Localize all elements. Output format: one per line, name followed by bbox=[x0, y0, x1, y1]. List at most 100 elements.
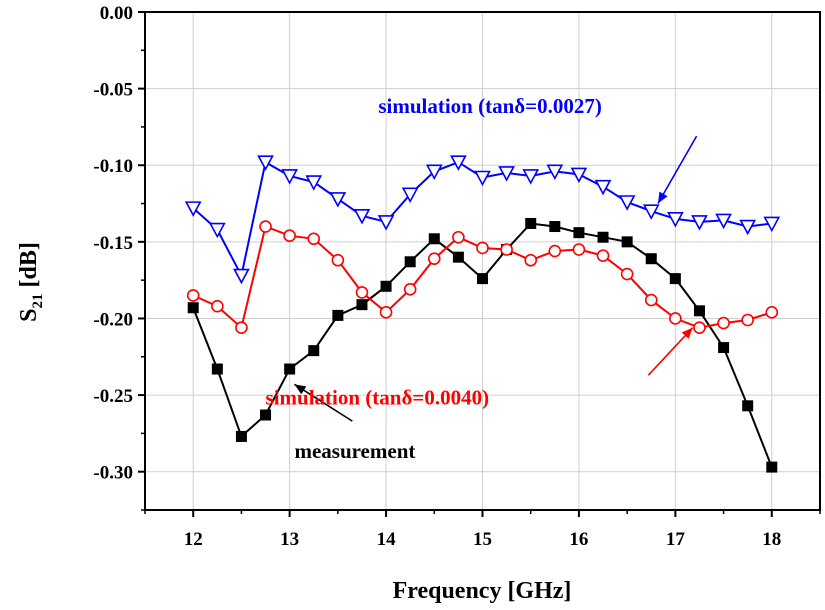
annotation-arrow-line bbox=[657, 135, 698, 204]
x-tick-label: 14 bbox=[377, 529, 397, 550]
data-point bbox=[257, 155, 274, 171]
data-point bbox=[669, 273, 681, 285]
data-point bbox=[380, 280, 392, 292]
data-point bbox=[329, 192, 347, 208]
data-point bbox=[308, 345, 320, 357]
data-point bbox=[184, 201, 202, 217]
data-point bbox=[233, 268, 250, 285]
data-point bbox=[644, 293, 658, 307]
data-point bbox=[498, 166, 515, 182]
axis-ticks: 0.00 -0.05 -0.10 -0.15 -0.20 -0.25 -0.30 12 13 14… bbox=[93, 3, 821, 550]
data-point bbox=[525, 217, 537, 229]
data-point bbox=[474, 170, 491, 187]
data-point bbox=[404, 256, 416, 268]
data-point bbox=[594, 179, 612, 196]
data-point bbox=[211, 363, 223, 375]
annotation-label: measurement bbox=[294, 439, 415, 463]
data-point bbox=[596, 249, 610, 262]
data-point bbox=[452, 251, 464, 263]
series-measurement bbox=[187, 217, 778, 473]
data-point bbox=[524, 253, 538, 267]
data-point bbox=[548, 244, 562, 258]
data-point bbox=[669, 312, 682, 325]
y-tick-label: -0.10 bbox=[93, 156, 133, 177]
y-tick-label: 0.00 bbox=[100, 3, 133, 24]
data-point bbox=[425, 164, 443, 181]
data-point bbox=[305, 175, 323, 191]
data-point bbox=[573, 227, 585, 239]
data-point bbox=[260, 409, 272, 421]
data-point bbox=[667, 212, 684, 228]
data-point bbox=[718, 342, 730, 354]
y-tick-label: -0.05 bbox=[93, 80, 133, 101]
annotation-measurement: measurement bbox=[294, 383, 415, 463]
annotations: measurement simulation (tanδ=0.0040) simul… bbox=[266, 94, 698, 463]
data-point bbox=[307, 232, 321, 246]
data-point bbox=[284, 363, 296, 375]
data-point bbox=[693, 321, 706, 334]
x-tick-label: 12 bbox=[184, 529, 203, 550]
data-point bbox=[549, 221, 561, 233]
data-point bbox=[693, 305, 705, 317]
data-point bbox=[645, 253, 657, 265]
series-group bbox=[184, 155, 781, 473]
annotation-label: simulation (tanδ=0.0040) bbox=[266, 385, 490, 409]
data-point bbox=[741, 313, 754, 327]
annotation-label: simulation (tanδ=0.0027) bbox=[378, 94, 602, 118]
y-axis-title: S21 [dB] bbox=[16, 242, 46, 322]
data-point bbox=[186, 289, 200, 302]
data-point bbox=[356, 299, 368, 311]
data-point bbox=[570, 167, 588, 184]
data-point bbox=[355, 286, 369, 299]
data-point bbox=[477, 273, 488, 285]
grid bbox=[145, 11, 820, 510]
data-point bbox=[353, 208, 371, 225]
annotation-simulation-tan-0-0040: simulation (tanδ=0.0040) bbox=[266, 327, 694, 409]
data-point bbox=[235, 430, 247, 442]
data-point bbox=[283, 229, 296, 243]
data-point bbox=[522, 169, 540, 185]
series-simulation-tan-0-0027 bbox=[184, 155, 781, 285]
y-tick-label: -0.25 bbox=[93, 386, 133, 407]
data-point bbox=[766, 461, 778, 473]
x-tick-label: 13 bbox=[280, 529, 299, 550]
x-tick-label: 18 bbox=[762, 529, 781, 550]
data-point bbox=[332, 309, 344, 321]
data-point bbox=[211, 299, 224, 313]
annotation-arrow-line bbox=[294, 383, 353, 422]
y-tick-label: -0.30 bbox=[93, 463, 133, 484]
data-point bbox=[428, 233, 440, 245]
data-point bbox=[620, 267, 634, 281]
data-point bbox=[500, 243, 513, 256]
data-point bbox=[763, 216, 781, 233]
data-point bbox=[572, 243, 586, 256]
data-point bbox=[401, 187, 419, 204]
data-point bbox=[331, 253, 345, 267]
x-tick-label: 16 bbox=[569, 529, 588, 550]
data-point bbox=[208, 222, 226, 239]
data-point bbox=[403, 283, 417, 296]
data-point bbox=[546, 164, 564, 181]
y-axis-title-main: S bbox=[16, 308, 42, 321]
data-point bbox=[691, 215, 708, 231]
data-point bbox=[621, 236, 633, 248]
data-point bbox=[476, 241, 489, 255]
data-point bbox=[742, 400, 754, 412]
data-point bbox=[187, 302, 199, 314]
data-point bbox=[597, 231, 609, 243]
annotation-arrow-head bbox=[658, 191, 668, 204]
annotation-simulation-tan-0-0027: simulation (tanδ=0.0027) bbox=[378, 94, 698, 204]
data-point bbox=[618, 195, 636, 211]
data-point bbox=[717, 316, 730, 330]
data-point bbox=[259, 220, 272, 233]
x-tick-label: 15 bbox=[473, 529, 492, 550]
data-point bbox=[715, 213, 732, 230]
x-tick-label: 17 bbox=[666, 529, 686, 550]
series-simulation-tan-0-0040 bbox=[186, 220, 779, 334]
data-point bbox=[642, 204, 660, 220]
annotation-arrow-head bbox=[681, 327, 693, 339]
data-point bbox=[427, 252, 441, 266]
data-point bbox=[452, 230, 465, 244]
data-point bbox=[281, 169, 298, 185]
